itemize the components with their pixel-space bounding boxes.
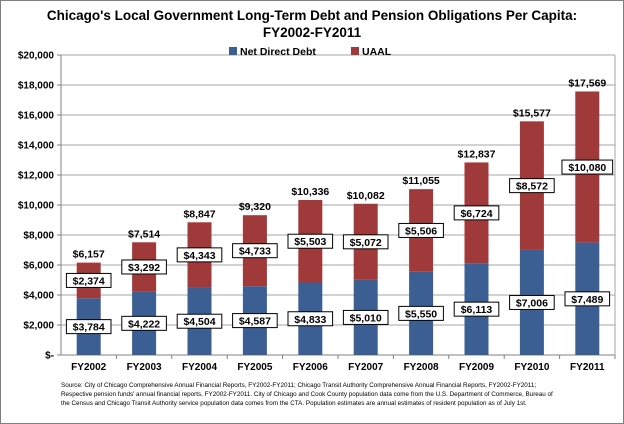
data-label-uaal: $5,072 bbox=[350, 237, 382, 249]
data-label-net-direct-debt-box bbox=[176, 313, 223, 329]
data-label-uaal-box bbox=[232, 243, 278, 259]
legend-net-direct-debt-swatch bbox=[229, 47, 237, 55]
y-tick-label: $12,000 bbox=[18, 171, 55, 182]
data-label-total: $9,320 bbox=[239, 201, 271, 213]
legend-uaal-swatch bbox=[351, 47, 359, 55]
x-tick-label: FY2006 bbox=[293, 362, 328, 373]
chart-title: Chicago's Local Government Long-Term Deb… bbox=[1, 7, 623, 41]
x-tick-label: FY2005 bbox=[237, 362, 272, 373]
data-label-net-direct-debt-box bbox=[509, 294, 555, 310]
legend-uaal-label: UAAL bbox=[362, 46, 392, 58]
data-label-net-direct-debt: $7,489 bbox=[571, 294, 603, 306]
data-label-net-direct-debt-box bbox=[564, 291, 611, 307]
legend-net-direct-debt-label: Net Direct Debt bbox=[240, 46, 316, 58]
data-label-uaal-box bbox=[342, 234, 389, 250]
data-label-total: $17,569 bbox=[568, 77, 606, 89]
x-tick-label: FY2003 bbox=[127, 362, 162, 373]
x-tick-label: FY2011 bbox=[570, 362, 605, 373]
x-tick-label: FY2009 bbox=[459, 362, 494, 373]
data-label-net-direct-debt-box bbox=[65, 319, 112, 335]
y-tick-label: $18,000 bbox=[18, 81, 55, 92]
data-label-total: $11,055 bbox=[402, 175, 440, 187]
data-label-net-direct-debt: $4,504 bbox=[183, 316, 215, 328]
data-label-total: $7,514 bbox=[128, 228, 160, 240]
data-label-uaal-box bbox=[509, 178, 555, 194]
stacked-bar-chart: $- $2,000 $4,000 $6,000 $8,000 $10,000 $12,000… bbox=[18, 46, 616, 373]
y-tick-label: $2,000 bbox=[23, 321, 54, 332]
data-label-uaal-box bbox=[176, 247, 223, 263]
data-label-net-direct-debt: $4,833 bbox=[294, 314, 326, 326]
data-label-total: $6,157 bbox=[73, 249, 105, 261]
y-tick-label: $10,000 bbox=[18, 201, 55, 212]
data-label-net-direct-debt-box bbox=[287, 311, 334, 327]
data-label-uaal: $5,503 bbox=[294, 236, 326, 248]
data-label-total: $10,082 bbox=[347, 190, 385, 202]
y-tick-label: $- bbox=[45, 351, 54, 362]
data-label-uaal-box bbox=[398, 222, 444, 238]
x-tick-label: FY2004 bbox=[182, 362, 217, 373]
x-tick-label: FY2007 bbox=[348, 362, 383, 373]
data-label-uaal: $3,292 bbox=[128, 262, 160, 274]
x-tick-label: FY2002 bbox=[71, 362, 106, 373]
chart-title-line1: Chicago's Local Government Long-Term Deb… bbox=[46, 8, 578, 23]
data-label-net-direct-debt-box bbox=[121, 315, 167, 331]
data-label-net-direct-debt: $4,222 bbox=[128, 318, 160, 330]
y-tick-label: $4,000 bbox=[23, 291, 54, 302]
data-label-uaal: $10,080 bbox=[568, 162, 606, 174]
data-label-uaal: $8,572 bbox=[516, 181, 548, 193]
chart-title-line2: FY2002-FY2011 bbox=[262, 25, 362, 40]
data-label-total: $15,577 bbox=[513, 107, 551, 119]
data-label-uaal-box bbox=[121, 259, 167, 275]
data-label-uaal-box bbox=[287, 233, 334, 249]
data-label-net-direct-debt-box bbox=[453, 301, 500, 317]
data-label-total: $10,336 bbox=[291, 186, 329, 198]
y-tick-label: $8,000 bbox=[23, 231, 54, 242]
data-label-net-direct-debt: $4,587 bbox=[239, 316, 271, 328]
x-tick-label: FY2008 bbox=[404, 362, 439, 373]
data-label-net-direct-debt-box bbox=[232, 313, 278, 329]
data-label-net-direct-debt: $7,006 bbox=[516, 297, 548, 309]
y-tick-label: $16,000 bbox=[18, 111, 55, 122]
data-label-net-direct-debt-box bbox=[398, 305, 444, 321]
data-label-uaal: $4,343 bbox=[183, 250, 215, 262]
data-label-net-direct-debt: $3,784 bbox=[73, 322, 105, 334]
data-label-net-direct-debt: $5,010 bbox=[350, 312, 382, 324]
data-label-net-direct-debt-box bbox=[342, 309, 389, 325]
source-line3: the Census and Chicago Transit Authority… bbox=[61, 400, 527, 407]
y-tick-label: $14,000 bbox=[18, 141, 55, 152]
data-label-total: $8,847 bbox=[183, 208, 215, 220]
y-tick-label: $20,000 bbox=[18, 51, 55, 62]
data-label-uaal-box bbox=[453, 205, 500, 221]
x-tick-label: FY2010 bbox=[514, 362, 549, 373]
data-label-uaal: $6,724 bbox=[460, 208, 492, 220]
source-note: Source: City of Chicago Comprehensive An… bbox=[61, 381, 619, 408]
data-label-uaal-box bbox=[561, 159, 614, 175]
data-label-total: $12,837 bbox=[458, 148, 496, 160]
data-label-uaal-box bbox=[65, 272, 112, 288]
data-label-net-direct-debt: $6,113 bbox=[461, 304, 493, 316]
data-label-net-direct-debt: $5,550 bbox=[405, 308, 437, 320]
source-line2: Respective pension funds' annual financi… bbox=[61, 391, 553, 398]
y-tick-label: $6,000 bbox=[23, 261, 54, 272]
data-label-uaal: $4,733 bbox=[239, 246, 271, 258]
data-label-uaal: $5,506 bbox=[405, 225, 437, 237]
source-line1: Source: City of Chicago Comprehensive An… bbox=[61, 382, 537, 389]
data-label-uaal: $2,374 bbox=[73, 275, 105, 287]
